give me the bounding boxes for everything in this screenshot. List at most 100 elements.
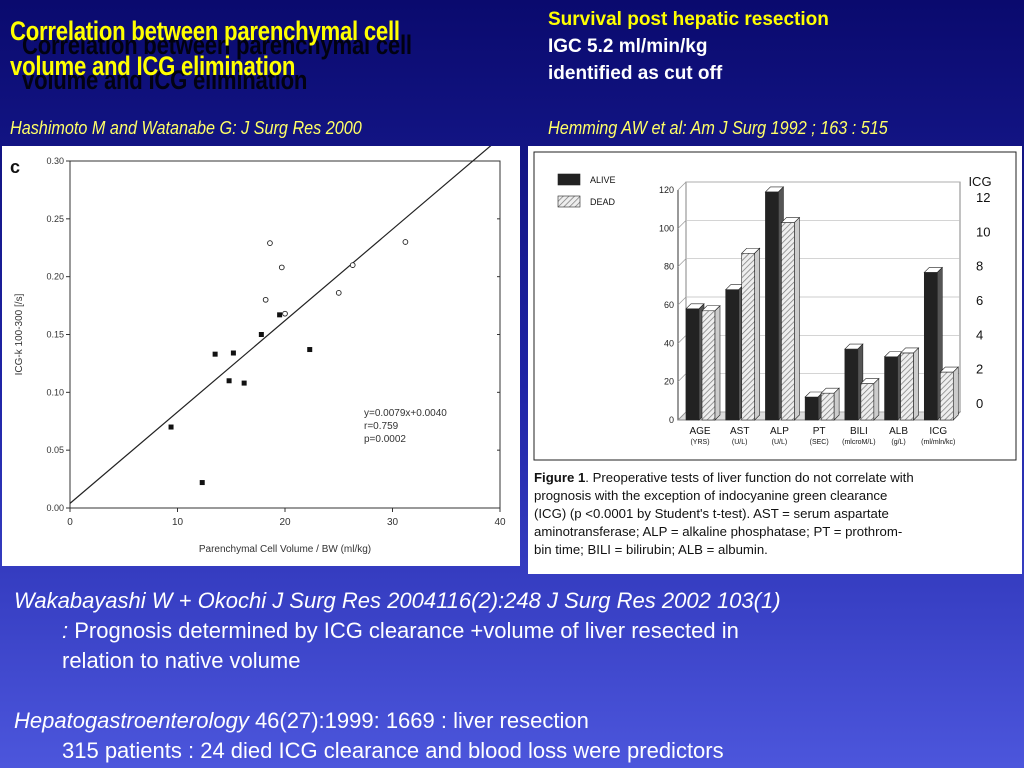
bar-side bbox=[833, 387, 840, 421]
legend-label: ALIVE bbox=[590, 175, 616, 185]
para2-rest: 46(27):1999: 1669 : liver resection bbox=[248, 708, 589, 733]
data-point-circle bbox=[282, 310, 288, 317]
bar-side bbox=[794, 216, 800, 421]
grid-diag bbox=[677, 220, 687, 229]
bar-dead bbox=[781, 222, 795, 421]
title-text: Correlation between parenchymal cell vol… bbox=[10, 14, 530, 84]
secondary-axis-title: ICG bbox=[968, 174, 991, 189]
figure-caption-label: Figure 1 bbox=[534, 470, 585, 485]
category-label: PT bbox=[813, 426, 826, 437]
data-point-circle bbox=[349, 262, 356, 268]
bar-dead bbox=[701, 310, 716, 421]
y-tick-label: 0.25 bbox=[46, 214, 64, 224]
category-unit: (SEC) bbox=[810, 439, 829, 446]
bottom-text: Wakabayashi W + Okochi J Surg Res 200411… bbox=[14, 586, 1020, 766]
figure-caption-line: (ICG) (p <0.0001 by Student's t-test). A… bbox=[534, 506, 889, 521]
category-label: AGE bbox=[689, 426, 710, 437]
right-heading-line1: Survival post hepatic resection bbox=[548, 9, 829, 30]
legend-label: DEAD bbox=[590, 197, 616, 207]
secondary-tick-label: 12 bbox=[976, 190, 990, 205]
title-line1: Correlation between parenchymal cell bbox=[10, 16, 400, 46]
para1-reference: Wakabayashi W + Okochi J Surg Res 200411… bbox=[14, 588, 781, 613]
category-unit: (mlcroM/L) bbox=[842, 439, 875, 446]
y-tick-label: 20 bbox=[664, 377, 674, 387]
x-tick-label: 30 bbox=[387, 517, 399, 528]
y-tick-label: 0.10 bbox=[46, 387, 64, 397]
regression-annotation: r=0.759 bbox=[364, 421, 399, 432]
data-point-square bbox=[168, 424, 174, 430]
category-label: ICG bbox=[929, 426, 947, 437]
y-tick-label: 0.15 bbox=[46, 330, 64, 340]
panel-letter: c bbox=[10, 157, 20, 177]
bar-alive bbox=[844, 348, 859, 421]
regression-annotation: y=0.0079x+0.0040 bbox=[364, 408, 447, 419]
data-point-circle bbox=[402, 239, 409, 245]
secondary-tick-label: 6 bbox=[976, 293, 983, 308]
grid-diag bbox=[677, 373, 687, 382]
bar-dead bbox=[820, 392, 835, 421]
slide-title: Correlation between parenchymal cell vol… bbox=[10, 14, 530, 95]
para1-text-b: relation to native volume bbox=[62, 648, 301, 673]
secondary-tick-label: 10 bbox=[976, 224, 990, 239]
grid-diag bbox=[677, 411, 687, 421]
x-tick-label: 0 bbox=[67, 517, 73, 528]
x-tick-label: 20 bbox=[279, 517, 291, 528]
bar-chart: 0 20 40 60 80 100 120 ICG 0 2 4 6 8 10 12 AGE (YRS) AST (U… bbox=[533, 151, 1017, 557]
data-point-square bbox=[212, 351, 218, 357]
y-tick-label: 0.05 bbox=[46, 445, 64, 455]
y-tick-label: 0 bbox=[669, 415, 674, 425]
data-point-square bbox=[226, 378, 232, 384]
bottom-para1-cont2: relation to native volume bbox=[14, 646, 1020, 676]
bar-side bbox=[714, 305, 721, 421]
bar-dead bbox=[939, 371, 954, 421]
right-heading: Survival post hepatic resection IGC 5.2 … bbox=[548, 6, 829, 87]
figure-caption-line: aminotransferase; ALP = alkaline phospha… bbox=[534, 524, 902, 539]
secondary-tick-label: 0 bbox=[976, 396, 983, 411]
category-label: BILI bbox=[850, 426, 868, 437]
x-tick-label: 40 bbox=[494, 517, 506, 528]
category-unit: (U/L) bbox=[732, 439, 748, 446]
bar-side bbox=[952, 366, 959, 421]
bar-side bbox=[754, 247, 761, 421]
grid-diag bbox=[677, 296, 687, 306]
data-point-circle bbox=[262, 296, 269, 303]
bottom-para2: Hepatogastroenterology 46(27):1999: 1669… bbox=[14, 706, 1020, 736]
y-tick-label: 0.30 bbox=[46, 156, 64, 166]
category-unit: (U/L) bbox=[772, 439, 788, 446]
secondary-tick-label: 2 bbox=[976, 362, 983, 377]
bottom-para1-cont: : Prognosis determined by ICG clearance … bbox=[14, 616, 1020, 646]
figure-caption-line: prognosis with the exception of indocyan… bbox=[534, 488, 887, 503]
regression-line bbox=[69, 137, 501, 504]
category-unit: (ml/mln/kc) bbox=[921, 439, 955, 446]
scatter-chart-panel: c 0.00 0.05 0.10 0.15 0.20 0.25 0.30 0 10 20 30 40 Pa… bbox=[2, 137, 520, 566]
data-point-circle bbox=[335, 290, 342, 296]
y-tick-label: 80 bbox=[664, 262, 674, 272]
y-tick-label: 100 bbox=[659, 223, 674, 233]
data-point-square bbox=[199, 480, 205, 486]
bar-alive bbox=[884, 356, 898, 421]
para2-journal: Hepatogastroenterology bbox=[14, 708, 249, 733]
data-point-square bbox=[241, 380, 247, 386]
para1-text-a: Prognosis determined by ICG clearance +v… bbox=[68, 618, 739, 643]
secondary-tick-label: 8 bbox=[976, 259, 983, 274]
bar-side bbox=[873, 377, 880, 421]
category-unit: (g/L) bbox=[891, 439, 905, 446]
title-shadow: Correlation between parenchymal cell vol… bbox=[22, 28, 542, 98]
category-label: AST bbox=[730, 426, 749, 437]
right-heading-line3: identified as cut off bbox=[548, 63, 723, 84]
data-point-square bbox=[258, 332, 264, 337]
plot-frame bbox=[69, 160, 501, 509]
bar-dead bbox=[860, 383, 875, 421]
category-label: ALP bbox=[770, 426, 789, 437]
bar-dead bbox=[741, 252, 756, 421]
reference-right: Hemming AW et al: Am J Surg 1992 ; 163 :… bbox=[548, 118, 888, 138]
grid-diag bbox=[677, 181, 687, 191]
title-shadow-line2: volume and ICG elimination bbox=[22, 65, 308, 95]
bar-side bbox=[913, 347, 919, 421]
secondary-tick-label: 4 bbox=[976, 327, 983, 342]
y-axis-label: ICG-k 100-300 [/s] bbox=[14, 293, 25, 375]
legend-swatch bbox=[557, 173, 581, 186]
bottom-para1: Wakabayashi W + Okochi J Surg Res 200411… bbox=[14, 586, 1020, 616]
y-tick-label: 60 bbox=[664, 300, 674, 310]
data-point-square bbox=[230, 350, 236, 356]
